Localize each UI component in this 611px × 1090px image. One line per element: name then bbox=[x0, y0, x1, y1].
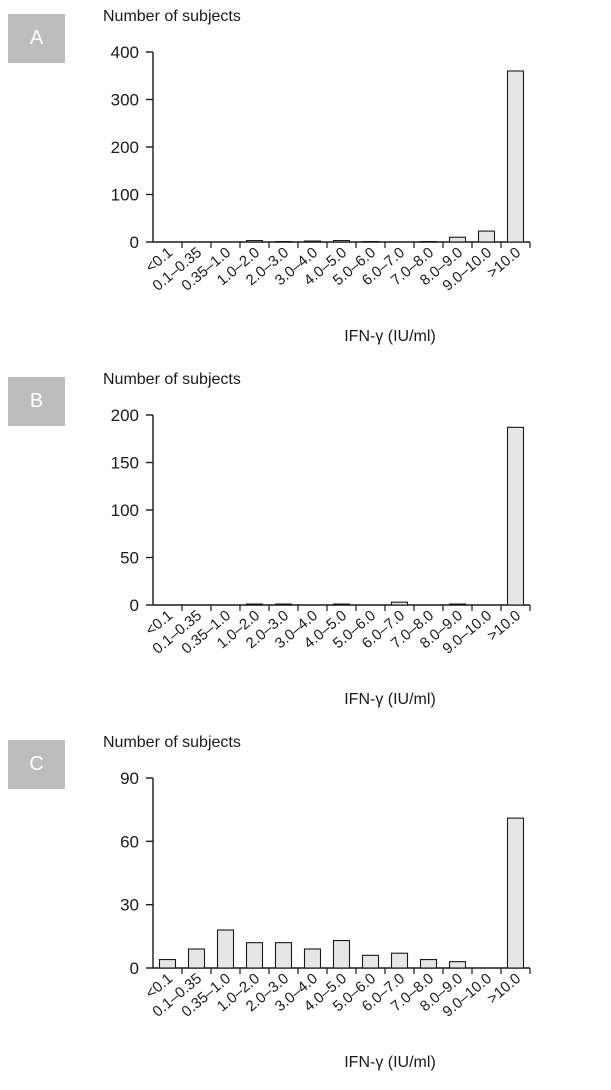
bar bbox=[187, 948, 206, 969]
bar bbox=[245, 240, 264, 243]
y-tick-label: 90 bbox=[120, 769, 139, 788]
bar bbox=[274, 603, 293, 606]
y-tick-label: 60 bbox=[120, 832, 139, 851]
bar bbox=[448, 961, 467, 969]
bar bbox=[332, 603, 351, 606]
x-axis-label: IFN-γ (IU/ml) bbox=[344, 691, 436, 708]
y-tick-label: 100 bbox=[111, 186, 139, 205]
bar bbox=[245, 942, 264, 969]
y-tick-label: 50 bbox=[120, 549, 139, 568]
x-axis-label: IFN-γ (IU/ml) bbox=[344, 328, 436, 345]
bar bbox=[506, 70, 525, 243]
y-axis-label: Number of subjects bbox=[103, 371, 241, 388]
panel-label-badge: B bbox=[8, 377, 65, 426]
y-tick-label: 200 bbox=[111, 406, 139, 425]
bar bbox=[303, 240, 322, 243]
y-tick-label: 300 bbox=[111, 91, 139, 110]
panel-label-badge: A bbox=[8, 14, 65, 63]
bar bbox=[332, 240, 351, 243]
y-tick-label: 200 bbox=[111, 138, 139, 157]
panel-label-badge: C bbox=[8, 740, 65, 789]
y-axis-label: Number of subjects bbox=[103, 8, 241, 25]
chart-panel-c: C Number of subjects 0 30 60 90 <0.1 0.1–0.35… bbox=[0, 726, 611, 1089]
y-tick-label: 0 bbox=[130, 959, 139, 978]
bar bbox=[448, 603, 467, 606]
bar bbox=[158, 959, 177, 969]
bar bbox=[419, 959, 438, 969]
y-tick-label: 0 bbox=[130, 596, 139, 615]
bar bbox=[361, 954, 380, 969]
chart-panel-a: A Number of subjects 0 100 200 300 400 <0.1 0.… bbox=[0, 0, 611, 363]
y-tick-label: 100 bbox=[111, 501, 139, 520]
bar-chart: 0100200300400<0.10.1–0.350.35–1.01.0–2.0… bbox=[111, 43, 531, 295]
bar-chart: 050100150200<0.10.1–0.350.35–1.01.0–2.02… bbox=[111, 406, 531, 658]
bar bbox=[506, 817, 525, 969]
y-tick-label: 0 bbox=[130, 233, 139, 252]
y-tick-label: 150 bbox=[111, 454, 139, 473]
y-axis-label: Number of subjects bbox=[103, 734, 241, 751]
y-tick-label: 400 bbox=[111, 43, 139, 62]
bar bbox=[448, 236, 467, 243]
bar bbox=[390, 601, 409, 606]
y-tick-label: 30 bbox=[120, 896, 139, 915]
x-tick-label: >10.0 bbox=[484, 970, 524, 1007]
chart-panel-b: B Number of subjects 0 50 100 150 200 <0.1 0.1… bbox=[0, 363, 611, 726]
bar bbox=[303, 948, 322, 969]
bar bbox=[245, 603, 264, 606]
bar bbox=[274, 942, 293, 969]
bar bbox=[390, 952, 409, 969]
bar bbox=[506, 426, 525, 606]
x-tick-label: >10.0 bbox=[484, 607, 524, 644]
bar bbox=[477, 230, 496, 243]
bar bbox=[216, 929, 235, 969]
x-axis-label: IFN-γ (IU/ml) bbox=[344, 1054, 436, 1071]
x-tick-label: >10.0 bbox=[484, 244, 524, 281]
bar-chart: 0306090<0.10.1–0.350.35–1.01.0–2.02.0–3.… bbox=[120, 769, 531, 1021]
bar bbox=[332, 940, 351, 969]
